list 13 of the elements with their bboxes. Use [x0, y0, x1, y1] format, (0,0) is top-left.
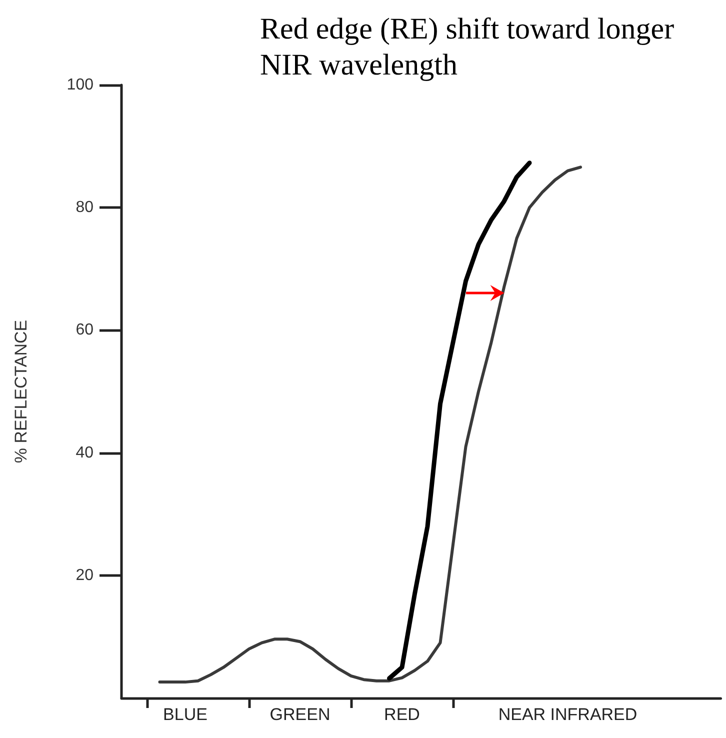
x-tick-label: NEAR INFRARED: [498, 705, 638, 724]
line-series: [158, 166, 582, 684]
x-tick-label: GREEN: [270, 705, 330, 724]
y-tick-label: 20: [76, 566, 94, 584]
y-tick-label: 100: [66, 76, 94, 94]
y-tick-label: 40: [76, 444, 94, 462]
y-tick-label: 80: [76, 199, 94, 216]
y-axis-title: % REFLECTANCE: [12, 320, 30, 464]
chart-title: Red edge (RE) shift toward longer NIR wavelength: [260, 12, 682, 82]
line-series: [387, 160, 532, 681]
y-tick-label: 60: [76, 322, 94, 339]
x-tick-label: RED: [384, 705, 420, 724]
x-tick-label: BLUE: [163, 705, 208, 724]
